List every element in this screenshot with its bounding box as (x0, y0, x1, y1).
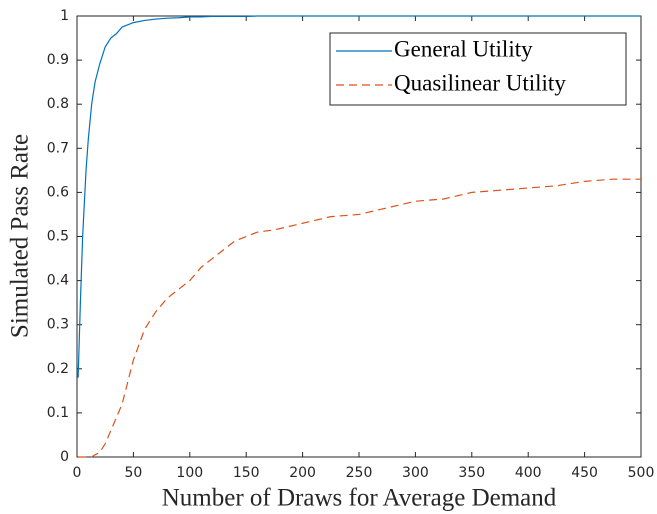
x-tick-label: 350 (458, 465, 485, 481)
x-tick-label: 250 (346, 465, 373, 481)
x-tick-label: 300 (402, 465, 429, 481)
legend-label: General Utility (394, 36, 533, 61)
y-tick-label: 0.5 (47, 229, 69, 245)
x-tick-label: 0 (73, 465, 82, 481)
legend-label: Quasilinear Utility (394, 70, 566, 95)
series-line (77, 15, 641, 378)
y-tick-label: 0.6 (47, 184, 69, 200)
y-tick-label: 0.2 (47, 361, 69, 377)
y-tick-label: 0.1 (47, 405, 69, 421)
y-tick-label: 1 (60, 8, 69, 24)
x-tick-label: 450 (571, 465, 598, 481)
y-tick-label: 0.7 (47, 140, 69, 156)
y-tick-label: 0 (60, 449, 69, 465)
x-axis-label: Number of Draws for Average Demand (162, 485, 557, 512)
y-tick-label: 0.8 (47, 96, 69, 112)
x-tick-label: 100 (176, 465, 203, 481)
y-axis-label: Simulated Pass Rate (7, 134, 34, 338)
x-tick-label: 50 (124, 465, 142, 481)
legend-box (329, 32, 627, 106)
series-line (78, 178, 641, 458)
y-tick-label: 0.3 (47, 317, 69, 333)
y-tick-label: 0.9 (47, 52, 69, 68)
x-tick-label: 500 (628, 465, 655, 481)
x-tick-label: 150 (233, 465, 260, 481)
x-tick-label: 200 (289, 465, 316, 481)
y-tick-label: 0.4 (47, 273, 69, 289)
x-tick-label: 400 (515, 465, 542, 481)
